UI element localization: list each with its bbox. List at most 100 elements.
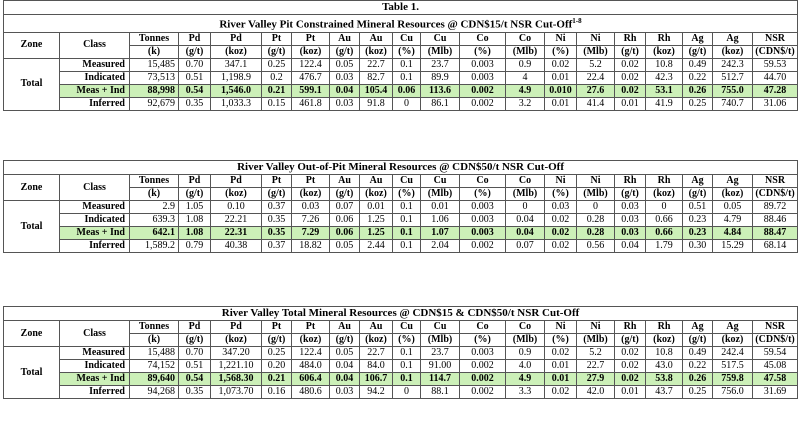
value-cell: 756.0 (712, 385, 753, 399)
value-cell: 0.49 (682, 346, 713, 360)
table-title-text: River Valley Out-of-Pit Mineral Resource… (237, 161, 565, 174)
value-cell: 0.35 (178, 96, 211, 111)
value-cell: 0.003 (459, 200, 506, 214)
value-cell: 82.7 (359, 70, 393, 85)
column-header: Ag (712, 31, 753, 46)
column-unit: (Mlb) (420, 187, 460, 201)
column-unit: (Mlb) (505, 187, 545, 201)
value-cell: 0.56 (576, 239, 615, 253)
value-cell: 0.003 (459, 213, 506, 227)
value-cell: 0 (392, 96, 421, 111)
table-row: Inferred 94,268 0.35 1,073.70 0.16 480.6 0.03 9… (4, 385, 799, 399)
column-header: Ni (544, 174, 577, 188)
value-cell: 22.7 (576, 359, 615, 373)
value-cell: 0.21 (261, 83, 292, 98)
column-unit: (g/t) (614, 44, 646, 59)
value-cell: 0.06 (329, 226, 360, 240)
value-cell: 113.6 (420, 83, 460, 98)
column-header: Pd (210, 31, 262, 46)
value-cell: 0.2 (261, 70, 292, 85)
value-cell: 0.02 (614, 359, 646, 373)
class-cell: Inferred (59, 239, 130, 253)
resource-table: River Valley Out-of-Pit Mineral Resource… (2, 160, 799, 253)
value-cell: 0.28 (576, 213, 615, 227)
value-cell: 0.04 (329, 372, 360, 386)
column-header: Tonnes (129, 31, 179, 46)
column-header: Pd (210, 174, 262, 188)
value-cell: 0.03 (614, 200, 646, 214)
column-unit: (koz) (359, 44, 393, 59)
value-cell: 1.07 (420, 226, 460, 240)
table-title: River Valley Pit Constrained Mineral Res… (2, 14, 799, 33)
value-cell: 0.1 (392, 372, 421, 386)
class-cell: Indicated (59, 213, 130, 227)
value-cell: 0.01 (420, 200, 460, 214)
value-cell: 41.4 (576, 96, 615, 111)
value-cell: 53.8 (645, 372, 683, 386)
value-cell: 0.003 (459, 346, 506, 360)
value-cell: 18.82 (291, 239, 330, 253)
column-header: Ni (544, 31, 577, 46)
value-cell: 0.002 (459, 96, 506, 111)
column-header: Au (329, 31, 360, 46)
value-cell: 0.20 (261, 359, 292, 373)
value-cell: 759.8 (712, 372, 753, 386)
value-cell: 0.1 (392, 239, 421, 253)
column-unit: (koz) (712, 44, 753, 59)
value-cell: 0.51 (178, 359, 211, 373)
value-cell: 1.79 (645, 239, 683, 253)
column-header: Rh (645, 31, 683, 46)
value-cell: 41.9 (645, 96, 683, 111)
value-cell: 10.8 (645, 346, 683, 360)
value-cell: 599.1 (291, 83, 330, 98)
column-header: Au (329, 320, 360, 334)
column-header: Co (505, 174, 545, 188)
value-cell: 15.29 (712, 239, 753, 253)
column-unit: (g/t) (329, 333, 360, 347)
column-header: Cu (392, 31, 421, 46)
column-header: Pd (178, 31, 211, 46)
column-header: Pt (291, 31, 330, 46)
value-cell: 15,488 (129, 346, 179, 360)
value-cell: 0 (392, 385, 421, 399)
column-header: Ag (682, 31, 713, 46)
column-header: Rh (645, 174, 683, 188)
column-header: Co (505, 320, 545, 334)
column-header: Cu (420, 174, 460, 188)
column-header: NSR (751, 174, 799, 188)
value-cell: 0.25 (682, 385, 713, 399)
column-header: Co (459, 31, 506, 46)
value-cell: 1.25 (359, 213, 393, 227)
value-cell: 0.05 (329, 346, 360, 360)
value-cell: 0.26 (682, 372, 713, 386)
table-label: Table 1. (2, 0, 799, 15)
column-unit: (%) (392, 44, 421, 59)
value-cell: 27.9 (576, 372, 615, 386)
value-cell: 0.66 (645, 226, 683, 240)
value-cell: 0.05 (329, 239, 360, 253)
class-cell: Inferred (59, 96, 130, 111)
value-cell: 4 (505, 70, 545, 85)
column-unit: (g/t) (178, 333, 211, 347)
column-unit: (CDN$/t) (751, 187, 799, 201)
column-header: Cu (392, 320, 421, 334)
zone-cell: Total (3, 200, 60, 253)
value-cell: 0.1 (392, 57, 421, 72)
value-cell: 1,073.70 (210, 385, 262, 399)
value-cell: 0.02 (614, 57, 646, 72)
column-unit: (koz) (359, 333, 393, 347)
value-cell: 114.7 (420, 372, 460, 386)
value-cell: 0.07 (505, 239, 545, 253)
column-unit: (%) (544, 44, 577, 59)
value-cell: 0.35 (261, 213, 292, 227)
table-row: Meas + Ind 642.1 1.08 22.31 0.35 7.29 0.06 1.25… (4, 226, 799, 240)
column-unit: (g/t) (614, 187, 646, 201)
value-cell: 27.6 (576, 83, 615, 98)
zone-cell: Total (3, 57, 60, 111)
value-cell: 106.7 (359, 372, 393, 386)
value-cell: 0.01 (544, 359, 577, 373)
column-unit: (koz) (712, 333, 753, 347)
value-cell: 606.4 (291, 372, 330, 386)
value-cell: 242.3 (712, 57, 753, 72)
value-cell: 53.1 (645, 83, 683, 98)
